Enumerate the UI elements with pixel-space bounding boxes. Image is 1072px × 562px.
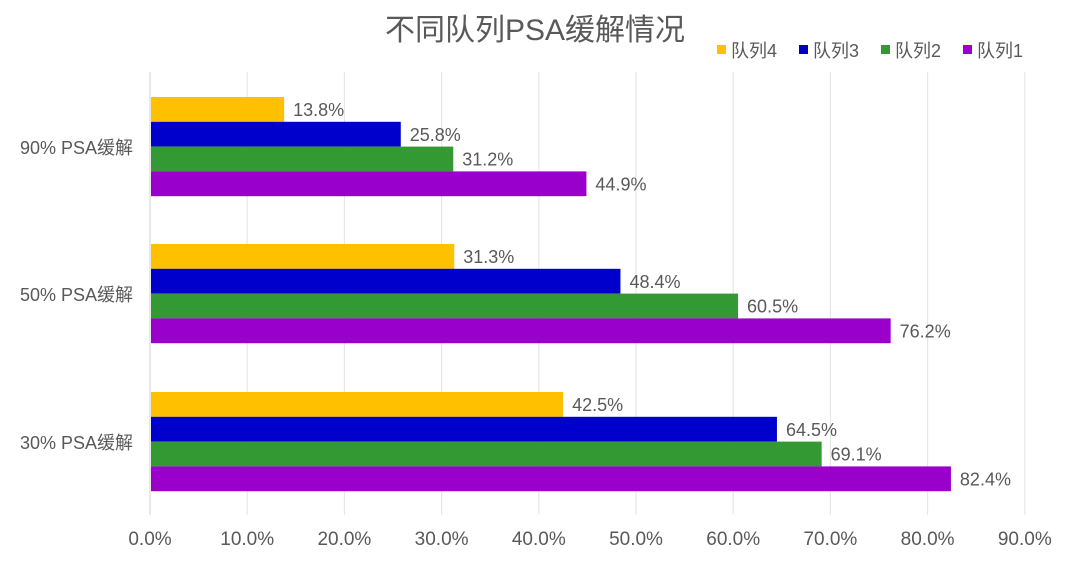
x-tick-label: 50.0% — [609, 529, 663, 550]
legend-swatch — [963, 45, 972, 54]
x-tick-label: 0.0% — [128, 529, 171, 550]
data-label: 64.5% — [786, 420, 837, 440]
x-tick-label: 90.0% — [998, 529, 1052, 550]
data-label: 44.9% — [595, 174, 646, 194]
data-label: 48.4% — [629, 272, 680, 292]
bar — [151, 146, 454, 172]
legend-label: 队列4 — [731, 41, 777, 61]
legend-label: 队列2 — [895, 41, 941, 61]
bar — [151, 416, 777, 442]
x-tick-label: 60.0% — [706, 529, 760, 550]
bar — [151, 121, 401, 147]
category-label: 50% PSA缓解 — [20, 285, 133, 305]
bar — [151, 171, 587, 197]
data-label: 13.8% — [293, 100, 344, 120]
category-label: 30% PSA缓解 — [20, 433, 133, 453]
bar — [151, 244, 455, 269]
chart-title: 不同队列PSA缓解情况 — [385, 14, 685, 47]
bar — [151, 441, 822, 467]
legend-swatch — [717, 45, 726, 54]
data-label: 82.4% — [960, 469, 1011, 489]
x-tick-label: 40.0% — [512, 529, 566, 550]
legend-swatch — [799, 45, 808, 54]
legend-label: 队列3 — [813, 41, 859, 61]
category-label: 90% PSA缓解 — [20, 138, 133, 158]
bar — [151, 466, 951, 492]
legend: 队列4 队列3 队列2 队列1 — [717, 41, 1023, 61]
data-label: 25.8% — [410, 125, 461, 145]
x-tick-label: 30.0% — [415, 529, 469, 550]
bar — [151, 97, 285, 122]
data-label: 42.5% — [572, 395, 623, 415]
x-tick-label: 20.0% — [317, 529, 371, 550]
data-label: 60.5% — [747, 297, 798, 317]
x-tick-label: 70.0% — [803, 529, 857, 550]
data-label: 31.2% — [462, 150, 513, 170]
bar — [151, 318, 891, 344]
bar — [151, 392, 564, 417]
bar — [151, 293, 739, 319]
x-axis-tick-labels: 0.0% 10.0% 20.0% 30.0% 40.0% 50.0% 60.0% 70.0% 8… — [128, 529, 1051, 550]
legend-swatch — [881, 45, 890, 54]
data-label: 31.3% — [463, 247, 514, 267]
legend-label: 队列1 — [977, 41, 1023, 61]
category-labels: 90% PSA缓解 50% PSA缓解 30% PSA缓解 — [20, 138, 133, 453]
bar — [151, 268, 621, 294]
x-tick-label: 80.0% — [901, 529, 955, 550]
data-label: 69.1% — [831, 445, 882, 465]
bars: 13.8% 25.8%31.2% 44.9% 31.3% 48.4% 60.5% 76.2%… — [151, 97, 1011, 492]
data-label: 76.2% — [900, 321, 951, 341]
x-tick-label: 10.0% — [220, 529, 274, 550]
